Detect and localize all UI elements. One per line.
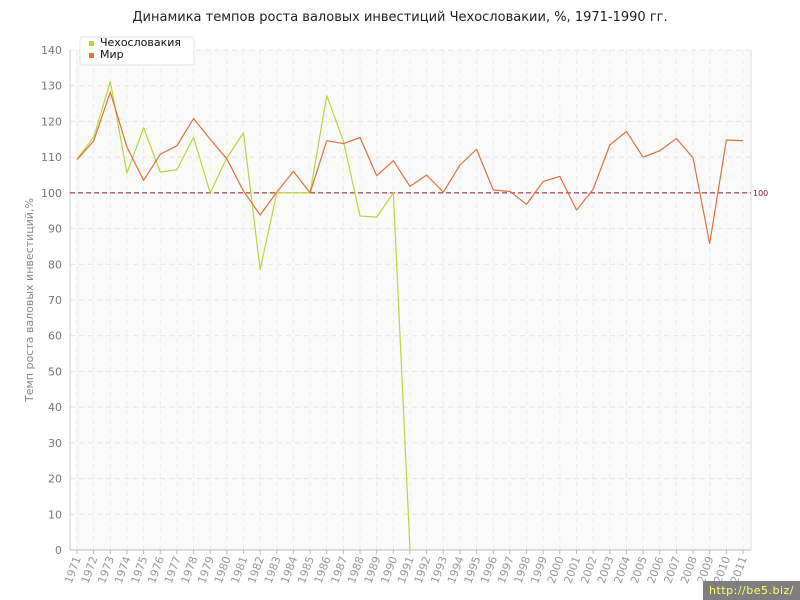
legend-box [79, 36, 195, 66]
y-tick-label: 80 [48, 258, 62, 271]
x-ticks: 1971197219731974197519761977197819791980… [62, 555, 750, 586]
y-tick-label: 60 [48, 330, 62, 343]
chart-title: Динамика темпов роста валовых инвестиций… [132, 10, 668, 25]
grid [70, 49, 751, 550]
reference-line-label: 100 [753, 189, 768, 198]
legend-entry-1: Чехословакия [100, 36, 181, 49]
y-tick-label: 0 [55, 544, 62, 557]
y-tick-label: 50 [48, 365, 62, 378]
y-tick-label: 130 [41, 80, 62, 93]
y-axis-label: Темп роста валовых инвестиций,% [23, 198, 36, 403]
y-ticks: 0 10 20 30 40 50 60 70 80 90 100 110 120 130 140 [41, 44, 62, 557]
reference-line-group: 100 [70, 189, 768, 198]
legend-entry-2: Мир [100, 48, 124, 61]
y-tick-label: 120 [41, 115, 62, 128]
y-tick-label: 10 [48, 508, 62, 521]
watermark[interactable]: http://be5.biz/ [703, 581, 800, 600]
y-tick-label: 110 [41, 151, 62, 164]
legend-marker-1 [89, 41, 94, 46]
y-tick-label: 90 [48, 223, 62, 236]
y-tick-label: 40 [48, 401, 62, 414]
y-tick-label: 30 [48, 437, 62, 450]
y-tick-label: 20 [48, 473, 62, 486]
y-tick-label: 100 [41, 187, 62, 200]
y-tick-label: 70 [48, 294, 62, 307]
y-tick-label: 140 [41, 44, 62, 57]
axes [69, 50, 752, 554]
series-line-2 [76, 91, 744, 245]
series-lines [76, 80, 744, 551]
legend-marker-2 [89, 53, 94, 58]
